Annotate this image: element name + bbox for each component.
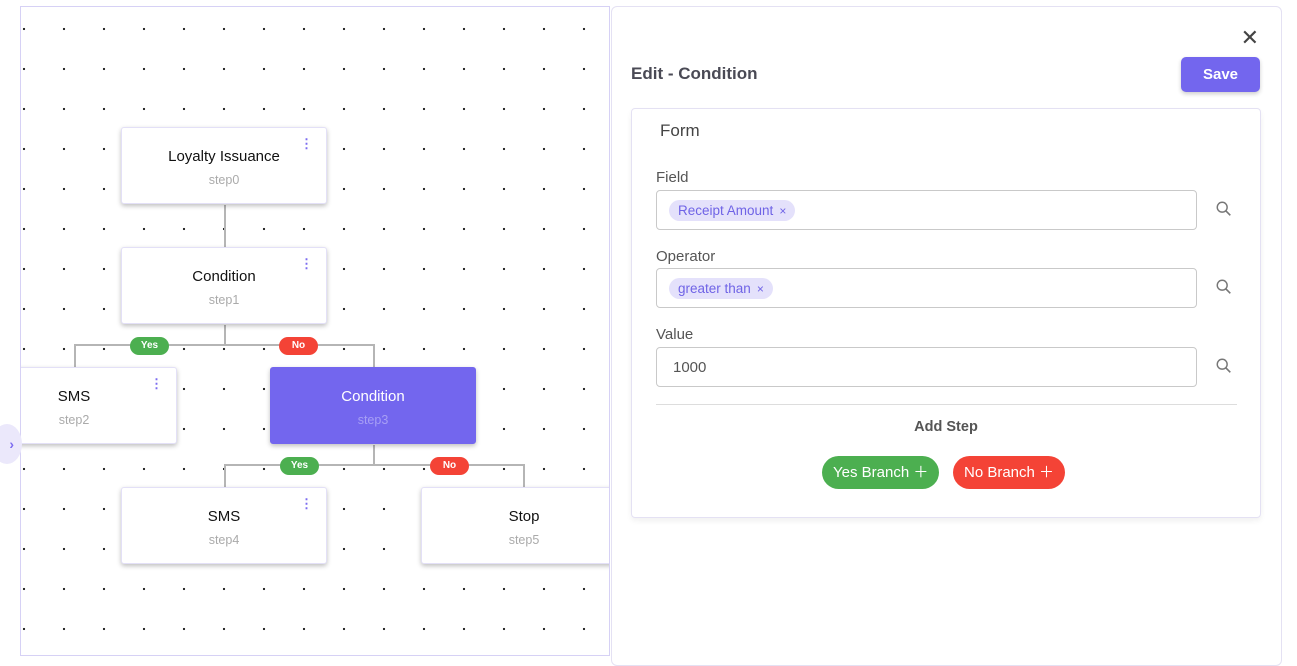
connector: [224, 464, 226, 488]
node-title: Loyalty Issuance: [168, 148, 280, 165]
node-step: step1: [208, 293, 240, 307]
field-label: Field: [656, 169, 689, 186]
node-step: step3: [357, 413, 389, 427]
node-step: step4: [208, 533, 240, 547]
no-branch-label: No: [279, 337, 318, 355]
node-menu-icon[interactable]: ⋮: [300, 496, 313, 511]
yes-branch-label: Yes: [130, 337, 169, 355]
node-step0[interactable]: ⋮ Loyalty Issuance step0: [121, 127, 327, 204]
connector: [74, 344, 76, 368]
close-icon[interactable]: ✕: [1240, 25, 1259, 50]
node-step: step2: [58, 413, 90, 427]
chip-remove-icon[interactable]: ×: [756, 281, 764, 296]
no-branch-label: No: [430, 457, 469, 475]
search-icon[interactable]: [1215, 278, 1233, 301]
connector: [373, 344, 375, 368]
connector: [523, 464, 525, 488]
node-title: SMS: [207, 508, 241, 525]
node-title: SMS: [57, 388, 91, 405]
save-button[interactable]: Save: [1181, 57, 1260, 92]
connector: [373, 445, 375, 465]
add-step-heading: Add Step: [914, 419, 978, 435]
node-title: Condition: [341, 388, 405, 405]
divider: [656, 404, 1237, 405]
connector: [224, 325, 226, 345]
node-step1[interactable]: ⋮ Condition step1: [121, 247, 327, 324]
no-branch-button[interactable]: No Branch ＋: [953, 456, 1066, 489]
connector: [224, 205, 226, 248]
chip-text: Receipt Amount: [678, 202, 774, 218]
node-step: step5: [508, 533, 540, 547]
value-input[interactable]: 1000: [656, 347, 1197, 387]
chip-text: greater than: [678, 280, 751, 296]
value-label: Value: [656, 326, 694, 343]
search-icon[interactable]: [1215, 357, 1233, 380]
operator-chip: greater than ×: [669, 277, 773, 299]
search-icon[interactable]: [1215, 200, 1233, 223]
node-menu-icon[interactable]: ⋮: [300, 136, 313, 151]
node-step2[interactable]: ⋮ SMS step2: [21, 367, 177, 444]
node-menu-icon[interactable]: ⋮: [150, 376, 163, 391]
field-input[interactable]: Receipt Amount ×: [656, 190, 1197, 230]
node-step3[interactable]: Condition step3: [270, 367, 476, 444]
node-title: Stop: [508, 508, 540, 525]
sidebar-toggle-chevron-icon[interactable]: ›: [0, 424, 22, 464]
field-chip: Receipt Amount ×: [669, 199, 796, 221]
operator-label: Operator: [656, 248, 716, 265]
workflow-canvas[interactable]: Yes No Yes No ⋮ Loyalty Issuance step0 ⋮…: [20, 6, 610, 656]
panel-title: Edit - Condition: [631, 64, 758, 83]
node-title: Condition: [192, 268, 256, 285]
yes-branch-label: Yes: [280, 457, 319, 475]
connector: [74, 344, 375, 346]
yes-branch-button[interactable]: Yes Branch ＋: [822, 456, 940, 489]
chip-remove-icon[interactable]: ×: [779, 203, 787, 218]
node-menu-icon[interactable]: ⋮: [300, 256, 313, 271]
node-step4[interactable]: ⋮ SMS step4: [121, 487, 327, 564]
node-step: step0: [208, 173, 240, 187]
edit-panel: ✕ Edit - Condition Save Form Field Recei…: [611, 6, 1282, 666]
form-card: Form Field Receipt Amount × Operator grea…: [631, 108, 1261, 518]
connector: [224, 464, 525, 466]
form-title: Form: [660, 121, 700, 140]
operator-input[interactable]: greater than ×: [656, 268, 1197, 308]
node-step5[interactable]: Stop step5: [421, 487, 609, 564]
